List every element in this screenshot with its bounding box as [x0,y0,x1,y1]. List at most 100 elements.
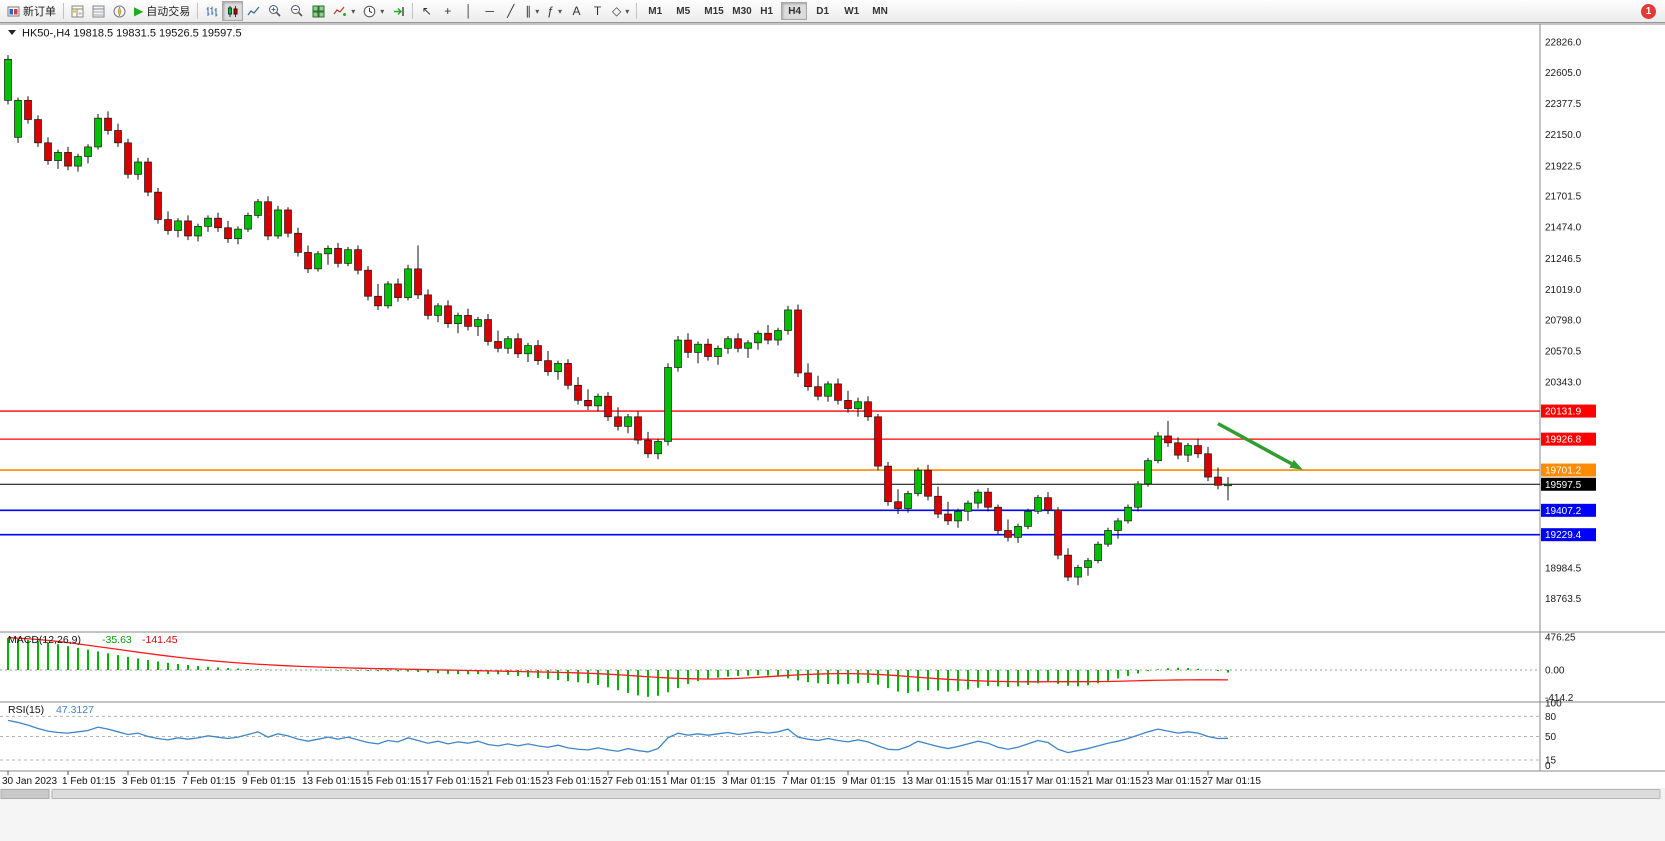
new-order-icon [7,6,20,16]
candle [304,252,312,270]
candle [124,142,132,175]
candle [854,401,862,409]
market-watch-button[interactable] [67,1,88,21]
candle [1104,530,1112,545]
candle [334,247,342,264]
price-axis-label: 22150.0 [1545,130,1582,141]
tile-windows-button[interactable] [308,1,329,21]
trendline-tool-button[interactable]: ╱ [500,1,521,21]
candle [464,315,472,327]
play-icon: ▶ [134,4,144,18]
fibonacci-tool-button[interactable]: ƒ ▾ [543,1,566,21]
date-axis-label: 21 Mar 01:15 [1082,776,1141,787]
tf-button-M30[interactable]: M30 [725,2,751,20]
new-order-button[interactable]: 新订单 [3,1,60,21]
candle [174,220,182,231]
chart-candles-button[interactable] [222,1,244,21]
line-chart-icon [247,6,260,15]
candle [494,341,502,349]
shapes-tool-button[interactable]: ◇ ▾ [608,1,633,21]
crosshair-icon: + [444,4,452,18]
label-tool-button[interactable]: T [587,1,608,21]
scrollbar-left-stub[interactable] [0,789,50,799]
candle [734,338,742,349]
macd-axis-label: 0.00 [1545,666,1565,677]
tf-button-M5[interactable]: M5 [669,2,695,20]
candle [674,339,682,368]
shapes-icon: ◇ [611,4,622,18]
tf-button-W1[interactable]: W1 [837,2,863,20]
vertical-line-icon: │ [465,4,473,18]
candle [84,146,92,157]
candle [1034,497,1042,512]
candle [254,201,262,216]
price-axis-label: 21019.0 [1545,285,1582,296]
candle [824,383,832,397]
candle [324,247,332,255]
chart-canvas[interactable]: 22826.0 22605.0 22377.5 22150.0 21922.5 21701… [0,22,1665,841]
navigator-button[interactable] [109,1,130,21]
tf-button-H4[interactable]: H4 [781,2,808,20]
candle [714,347,722,357]
chart-bars-button[interactable] [201,1,222,21]
candle [314,253,322,270]
candle [284,209,292,234]
chevron-down-icon: ▾ [625,6,630,16]
candle [244,215,252,230]
cursor-tool-button[interactable]: ↖ [416,1,437,21]
candle [434,305,442,316]
new-order-label: 新订单 [23,6,56,18]
one-click-trading-toggle[interactable] [8,30,16,35]
candle [844,400,852,409]
zoom-in-button[interactable] [264,1,286,21]
crosshair-tool-button[interactable]: + [437,1,458,21]
cursor-icon: ↖ [421,4,432,18]
candle [234,228,242,240]
date-axis-label: 23 Feb 01:15 [542,776,601,787]
rsi-axis-label: 80 [1545,712,1557,723]
price-badge-label: 19597.5 [1545,480,1582,491]
trend-arrow-annotation[interactable] [1217,422,1293,466]
chart-line-button[interactable] [243,1,264,21]
date-axis-label: 17 Mar 01:15 [1022,776,1081,787]
macd-signal-line [7,636,1229,683]
vertical-line-tool-button[interactable]: │ [458,1,479,21]
indicators-button[interactable]: ▾ [329,1,359,21]
tf-button-MN[interactable]: MN [865,2,891,20]
price-axis-label: 21922.5 [1545,161,1582,172]
macd-axis-label: -414.2 [1545,693,1574,704]
candle [1154,435,1162,461]
tf-button-H1[interactable]: H1 [753,2,779,20]
text-tool-button[interactable]: A [566,1,587,21]
candle [294,232,302,253]
horizontal-line-tool-button[interactable]: ─ [479,1,500,21]
price-axis-label: 22377.5 [1545,99,1582,110]
date-axis-label: 1 Mar 01:15 [662,776,716,787]
price-badge [1541,477,1596,491]
auto-trading-button[interactable]: ▶ 自动交易 [130,1,194,21]
candle [224,227,232,240]
candle [864,401,872,418]
chevron-down-icon: ▾ [380,6,385,16]
candle [274,209,282,237]
tf-button-M1[interactable]: M1 [641,2,667,20]
tf-button-D1[interactable]: D1 [809,2,835,20]
scrollbar-thumb[interactable] [51,789,1661,799]
clock-icon [363,5,376,17]
candle [54,152,62,161]
candle [744,342,752,349]
tf-button-M15[interactable]: M15 [697,2,723,20]
candle [604,395,612,418]
chart-shift-button[interactable] [388,1,409,21]
periods-button[interactable]: ▾ [359,1,388,21]
candle [114,130,122,144]
data-window-button[interactable] [88,1,109,21]
notification-badge[interactable]: 1 [1641,3,1656,19]
candle [104,117,112,131]
separator [636,3,638,19]
chevron-down-icon: ▾ [351,6,356,16]
rsi-axis-label: 50 [1545,732,1557,743]
date-axis-label: 23 Mar 01:15 [1142,776,1201,787]
channel-tool-button[interactable]: ∥ ▾ [521,1,543,21]
zoom-out-button[interactable] [286,1,308,21]
